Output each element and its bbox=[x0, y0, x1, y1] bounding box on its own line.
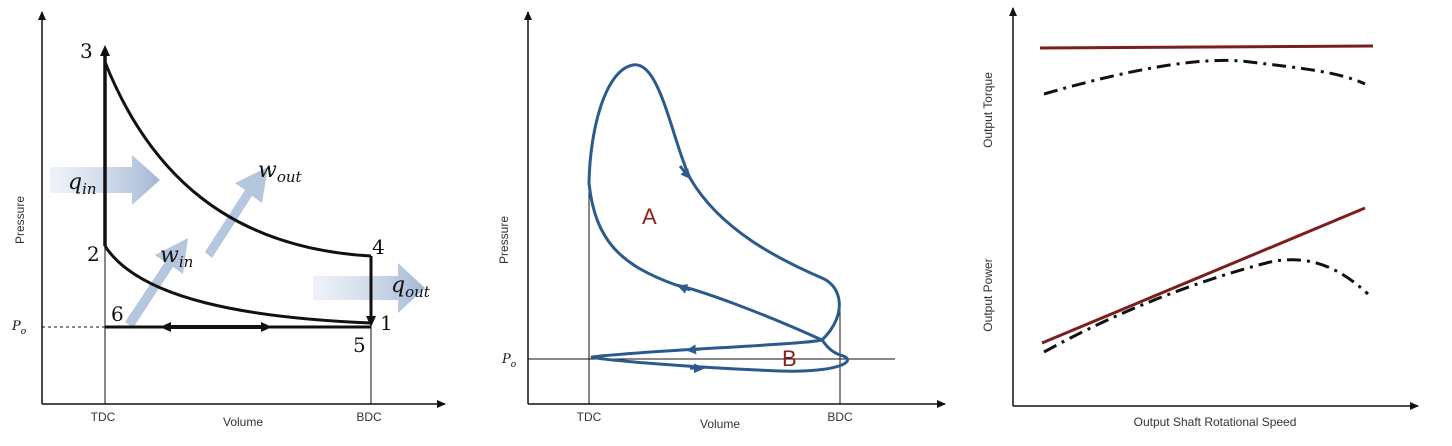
expansion-3-4 bbox=[103, 61, 372, 258]
point-4-label: 4 bbox=[372, 235, 385, 259]
q-out-label: qout bbox=[391, 273, 431, 301]
panel1-xlabel: Volume bbox=[223, 415, 263, 429]
point-6-label: 6 bbox=[111, 302, 124, 326]
panel1-tick-bdc: BDC bbox=[356, 410, 382, 424]
loop-arrow-left bbox=[677, 284, 691, 294]
panel1-ylabel: Pressure bbox=[13, 196, 27, 244]
panel1-tick-tdc: TDC bbox=[91, 410, 116, 424]
panel2-xlabel: Volume bbox=[700, 417, 740, 431]
loop-arrow-b-right bbox=[689, 363, 704, 374]
w-out-arrow bbox=[205, 167, 268, 258]
w-out-label: wout bbox=[258, 158, 303, 186]
loop-arrow-b-left bbox=[686, 344, 701, 355]
loop-b-curve bbox=[590, 338, 849, 373]
region-b-label: B bbox=[782, 346, 797, 371]
power-dashdot-curve bbox=[1043, 258, 1370, 354]
panel3-ylabel-power: Output Power bbox=[981, 258, 995, 331]
region-a-label: A bbox=[642, 204, 657, 229]
panel-real-cycle: A B Pressure Volume TDC BDC Po bbox=[497, 11, 946, 431]
w-in-arrow bbox=[125, 238, 188, 328]
q-out-arrow bbox=[313, 263, 425, 313]
panel-ideal-cycle: Pressure Volume TDC BDC Po 3 2 4 1 5 6 q… bbox=[11, 11, 446, 429]
panel3-ylabel-torque: Output Torque bbox=[981, 72, 995, 148]
panel1-p0-label: Po bbox=[11, 319, 27, 337]
panel2-tick-bdc: BDC bbox=[827, 410, 853, 424]
panel2-tick-tdc: TDC bbox=[577, 410, 602, 424]
torque-solid-line bbox=[1039, 44, 1374, 50]
point-1-label: 1 bbox=[380, 311, 393, 335]
torque-dashdot-curve bbox=[1043, 58, 1366, 96]
power-solid-line bbox=[1041, 206, 1366, 345]
panel2-p0-label: Po bbox=[501, 352, 517, 370]
panel3-xlabel: Output Shaft Rotational Speed bbox=[1134, 415, 1297, 429]
q-in-label: qin bbox=[68, 170, 97, 198]
loop-arrow-down bbox=[678, 165, 691, 180]
panel2-ylabel: Pressure bbox=[497, 216, 511, 264]
loop-a-curve bbox=[587, 63, 841, 342]
w-in-label: win bbox=[160, 243, 193, 271]
point-3-label: 3 bbox=[80, 39, 93, 63]
compression-1-2 bbox=[103, 245, 372, 325]
panel-performance: Output Torque Output Power Output Shaft … bbox=[981, 7, 1419, 429]
point-2-label: 2 bbox=[87, 242, 100, 266]
point-5-label: 5 bbox=[353, 333, 366, 357]
